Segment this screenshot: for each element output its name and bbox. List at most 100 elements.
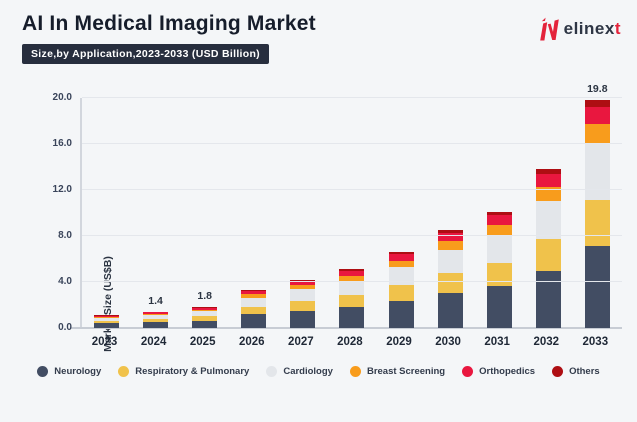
bar-column-2031 xyxy=(486,98,512,328)
bar-segment-breast-screening xyxy=(94,316,120,318)
plot-area: Market Size (US$B) 1.4 1.8 19.8 0.0 4.0 8.0 1… xyxy=(53,83,622,352)
bar-segment-neurology xyxy=(584,246,610,328)
legend-dot-icon xyxy=(266,366,278,377)
bar-segment-others xyxy=(437,230,463,234)
bar-stack-2033 xyxy=(584,100,610,328)
page-title: AI In Medical Imaging Market xyxy=(22,12,316,35)
bar-segment-respiratory-pulmonary xyxy=(535,239,561,271)
bar-segment-breast-screening xyxy=(339,275,365,282)
bar-value-label-2024: 1.4 xyxy=(148,294,163,307)
x-axis-label-2027: 2027 xyxy=(288,336,314,348)
bar-segment-breast-screening xyxy=(388,260,414,268)
bar-segment-others xyxy=(584,100,610,108)
bar-segment-respiratory-pulmonary xyxy=(94,320,120,324)
bar-segment-orthopedics xyxy=(94,315,120,317)
bar-segment-cardiology xyxy=(339,281,365,296)
bar-segment-others xyxy=(535,169,561,175)
bar-stack-2029 xyxy=(388,252,414,328)
bar-segment-respiratory-pulmonary xyxy=(192,316,218,321)
y-tick-label-20.0: 20.0 xyxy=(52,92,72,103)
bar-column-2024: 1.4 xyxy=(143,98,169,328)
y-tick-label-16.0: 16.0 xyxy=(52,138,72,149)
legend-label: Neurology xyxy=(54,366,102,377)
bar-segment-others xyxy=(241,290,267,292)
y-tick-label-4.0: 4.0 xyxy=(58,276,72,287)
bar-segment-breast-screening xyxy=(584,124,610,145)
bar-stack-2031 xyxy=(486,211,512,328)
legend-dot-icon xyxy=(118,366,130,377)
legend-item-respiratory-pulmonary: Respiratory & Pulmonary xyxy=(118,366,249,377)
bar-segment-breast-screening xyxy=(143,313,169,316)
bar-stack-2028 xyxy=(339,269,365,328)
bar-segment-others xyxy=(192,307,218,309)
x-axis-label-2033: 2033 xyxy=(582,336,609,348)
bar-column-2025: 1.8 xyxy=(192,98,218,328)
bar-segment-orthopedics xyxy=(143,312,169,314)
x-axis-label-2031: 2031 xyxy=(484,336,510,348)
gridline-12.0 xyxy=(82,189,622,190)
bar-segment-orthopedics xyxy=(339,271,365,276)
bar-stack-2027 xyxy=(290,279,316,328)
bar-segment-others xyxy=(486,211,512,216)
bar-segment-breast-screening xyxy=(241,294,267,298)
bar-column-2033: 19.8 xyxy=(584,83,610,328)
bar-segment-cardiology xyxy=(94,317,120,321)
y-tick-label-8.0: 8.0 xyxy=(58,230,72,241)
chart-subtitle-badge: Size,by Application,2023-2033 (USD Billi… xyxy=(22,44,269,64)
bar-column-2030 xyxy=(437,98,463,328)
bar-stack-2023 xyxy=(94,315,120,328)
legend-label: Breast Screening xyxy=(366,366,446,377)
bar-column-2027 xyxy=(290,98,316,328)
y-tick-label-0.0: 0.0 xyxy=(58,322,72,333)
bar-segment-respiratory-pulmonary xyxy=(339,295,365,307)
bar-segment-neurology xyxy=(241,314,267,328)
bar-segment-cardiology xyxy=(241,297,267,307)
bar-segment-neurology xyxy=(290,310,316,328)
bar-segment-others xyxy=(339,269,365,272)
bar-segment-others xyxy=(290,279,316,282)
elinext-logo: elinext xyxy=(537,16,621,42)
x-axis-label-2032: 2032 xyxy=(533,336,560,348)
x-axis-label-2028: 2028 xyxy=(337,336,363,348)
bar-segment-respiratory-pulmonary xyxy=(584,200,610,247)
legend-item-others: Others xyxy=(552,366,600,377)
bar-value-label-2025: 1.8 xyxy=(197,290,212,303)
x-axis-label-2024: 2024 xyxy=(140,336,167,348)
elinext-logo-text: elinext xyxy=(563,19,621,38)
bar-column-2026 xyxy=(241,98,267,328)
bar-segment-neurology xyxy=(388,300,414,328)
bars-container: 1.4 1.8 19.8 xyxy=(82,83,622,328)
legend-label: Cardiology xyxy=(283,366,333,377)
bar-segment-respiratory-pulmonary xyxy=(437,273,463,293)
bar-segment-neurology xyxy=(94,323,120,328)
elinext-n-logo-icon xyxy=(539,17,559,41)
legend-label: Others xyxy=(569,366,600,377)
bar-segment-neurology xyxy=(486,286,512,328)
bar-segment-orthopedics xyxy=(437,233,463,241)
bar-stack-2026 xyxy=(241,290,267,328)
bar-segment-orthopedics xyxy=(486,215,512,225)
x-axis-label-2023: 2023 xyxy=(91,336,118,348)
legend-label: Orthopedics xyxy=(479,366,536,377)
bar-segment-breast-screening xyxy=(192,309,218,312)
bar-segment-cardiology xyxy=(388,267,414,286)
bar-segment-neurology xyxy=(192,320,218,328)
x-axis-label-2029: 2029 xyxy=(386,336,412,348)
bar-segment-respiratory-pulmonary xyxy=(143,319,169,323)
bar-segment-cardiology xyxy=(143,315,169,320)
bar-segment-neurology xyxy=(535,270,561,328)
bar-segment-orthopedics xyxy=(241,291,267,295)
x-axis-line xyxy=(70,327,622,329)
bar-column-2028 xyxy=(339,98,365,328)
x-axis-label-2025: 2025 xyxy=(189,336,216,348)
bar-stack-2030 xyxy=(437,230,463,328)
bar-column-2032 xyxy=(535,98,561,328)
bar-segment-breast-screening xyxy=(290,285,316,290)
bar-segment-respiratory-pulmonary xyxy=(486,262,512,287)
bar-segment-others xyxy=(388,252,414,255)
legend-item-orthopedics: Orthopedics xyxy=(462,366,535,377)
bar-stack-2032 xyxy=(535,169,561,328)
bar-column-2023 xyxy=(94,98,120,328)
bar-value-label-2033: 19.8 xyxy=(587,83,608,96)
